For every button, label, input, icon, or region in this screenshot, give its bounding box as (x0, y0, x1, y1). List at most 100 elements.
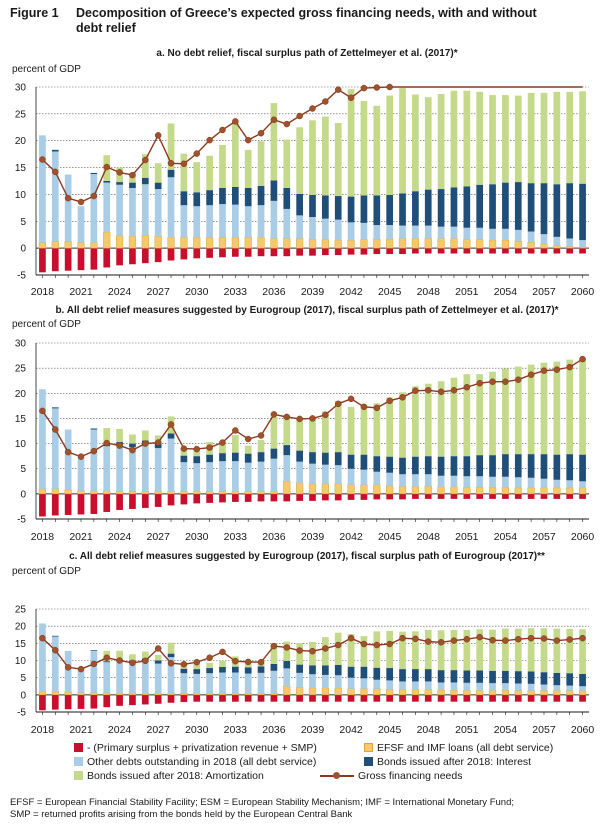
bar-segment-amort (450, 90, 458, 188)
gfn-point (219, 648, 226, 656)
bar-segment-efsf (386, 485, 394, 495)
bar-segment-efsf (38, 691, 47, 696)
bar-segment-primary (257, 493, 265, 502)
bar-segment-other (283, 455, 291, 482)
bar-segment-primary (540, 493, 548, 499)
bar-segment-interest (579, 183, 586, 241)
bar-segment-efsf (321, 483, 329, 495)
bar-segment-efsf (270, 491, 278, 495)
bar-segment-interest (219, 453, 226, 462)
bar-segment-interest (283, 187, 291, 209)
bar-segment-interest (90, 650, 98, 651)
bar-segment-other (437, 682, 445, 691)
bar-segment-primary (167, 493, 175, 506)
bar-segment-other (540, 234, 548, 244)
bar-segment-amort (193, 162, 201, 193)
bar-segment-amort (116, 650, 123, 660)
gfn-point (489, 378, 496, 385)
bar-segment-other (90, 650, 98, 693)
bar-segment-efsf (283, 238, 291, 249)
bar-segment-interest (270, 180, 278, 201)
bar-segment-amort (129, 654, 136, 661)
bar-segment-interest (399, 457, 406, 475)
bar-segment-amort (579, 91, 586, 184)
bar-segment-efsf (90, 692, 98, 696)
bar-segment-interest (206, 454, 213, 463)
bar-segment-primary (180, 248, 188, 260)
bar-segment-other (154, 448, 162, 492)
bar-segment-other (412, 474, 419, 487)
bar-segment-amort (154, 655, 162, 661)
bar-segment-other (206, 673, 213, 694)
bar-segment-primary (347, 248, 355, 255)
bar-segment-efsf (206, 237, 214, 249)
bar-segment-primary (77, 694, 85, 709)
figure-title: Figure 1 Decomposition of Greece’s expect… (10, 6, 570, 36)
bar-segment-efsf (167, 491, 175, 495)
bar-segment-other (527, 231, 535, 243)
bar-segment-primary (244, 694, 252, 702)
bar-segment-primary (502, 248, 509, 254)
bar-segment-amort (553, 628, 561, 673)
x-tick-label: 2048 (417, 286, 441, 298)
gfn-point (334, 641, 342, 649)
bar-segment-other (167, 657, 175, 694)
bar-segment-primary (51, 694, 59, 710)
bar-segment-efsf (501, 239, 510, 249)
bar-segment-efsf (360, 484, 368, 495)
bar-segment-efsf (38, 488, 47, 495)
gfn-point (322, 98, 329, 105)
bar-segment-interest (322, 195, 329, 219)
bar-segment-other (180, 205, 188, 238)
x-tick-label: 2036 (262, 286, 286, 298)
gfn-point (257, 432, 265, 439)
bar-segment-amort (270, 643, 278, 664)
gfn-point (309, 647, 316, 655)
bar-segment-interest (244, 453, 252, 463)
bar-segment-efsf (488, 690, 497, 696)
bar-segment-primary (334, 248, 342, 256)
gfn-point (90, 447, 98, 455)
bar-segment-efsf (90, 490, 98, 495)
bar-segment-amort (180, 153, 188, 192)
gfn-point (296, 112, 303, 120)
bar-segment-primary (399, 248, 406, 255)
bar-segment-amort (360, 100, 368, 196)
bar-segment-interest (527, 183, 535, 232)
legend-item-amort: Bonds issued after 2018: Amortization (74, 770, 264, 782)
bar-segment-other (527, 683, 535, 691)
y-tick-label: -5 (17, 515, 26, 526)
gfn-point (64, 448, 72, 456)
bar-segment-amort (424, 97, 432, 190)
bar-segment-efsf (90, 242, 98, 249)
bar-segment-other (540, 684, 548, 691)
x-tick-label: 2024 (108, 286, 132, 298)
bar-segment-primary (424, 493, 432, 499)
gfn-point (334, 400, 342, 408)
bar-segment-other (270, 458, 278, 492)
gfn-point (129, 446, 136, 454)
bar-segment-other (360, 469, 368, 485)
bar-segment-efsf (296, 238, 304, 249)
bar-segment-primary (270, 694, 278, 702)
bar-segment-other (579, 481, 586, 488)
bar-segment-interest (257, 666, 265, 673)
y-tick-label: 25 (15, 109, 27, 120)
bar-segment-interest (489, 455, 496, 477)
bar-segment-primary (257, 694, 265, 702)
bar-segment-efsf (527, 690, 535, 696)
bar-segment-other (334, 465, 342, 484)
bar-segment-efsf (128, 236, 137, 249)
bar-segment-primary (129, 694, 136, 706)
bar-segment-amort (424, 383, 432, 457)
x-tick-label: 2036 (262, 531, 286, 543)
bar-segment-interest (553, 672, 561, 686)
bar-segment-primary (219, 694, 226, 702)
bar-segment-interest (360, 195, 368, 223)
bar-segment-amort (540, 92, 548, 184)
bar-segment-other (424, 225, 432, 239)
bar-segment-primary (206, 694, 213, 702)
gfn-point (424, 638, 432, 645)
bar-segment-other (116, 444, 123, 492)
bar-segment-primary (360, 694, 368, 702)
